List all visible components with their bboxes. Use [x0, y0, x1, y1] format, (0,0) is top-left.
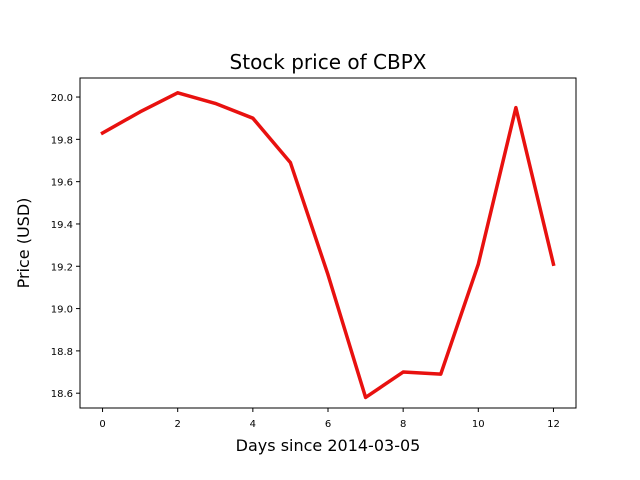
x-tick-label: 6	[325, 419, 331, 430]
data-point	[401, 370, 405, 374]
y-tick-label: 19.4	[51, 220, 73, 231]
data-point	[213, 101, 217, 105]
y-tick-label: 19.2	[51, 262, 73, 273]
data-point	[251, 116, 255, 120]
x-tick-label: 8	[400, 419, 406, 430]
y-tick-label: 20.0	[51, 93, 73, 104]
y-axis: 18.6 18.8 19.0 19.2 19.4 19.6 19.8 20.0	[51, 93, 80, 400]
y-tick-label: 19.8	[51, 135, 73, 146]
data-point	[439, 372, 443, 376]
data-point	[176, 91, 180, 95]
y-tick-label: 19.0	[51, 305, 73, 316]
chart-title: Stock price of CBPX	[230, 50, 427, 74]
series-line-0	[100, 91, 556, 400]
x-axis: 0 2 4 6 8 10 12	[99, 408, 560, 430]
data-point	[364, 395, 368, 399]
data-point	[551, 262, 555, 266]
x-axis-label: Days since 2014-03-05	[236, 436, 421, 455]
x-tick-label: 0	[99, 419, 105, 430]
x-tick-label: 10	[472, 419, 485, 430]
x-tick-label: 12	[547, 419, 560, 430]
y-tick-label: 19.6	[51, 178, 73, 189]
y-tick-label: 18.8	[51, 347, 73, 358]
data-point	[326, 273, 330, 277]
plot-frame	[79, 77, 577, 409]
x-tick-label: 4	[250, 419, 256, 430]
x-tick-label: 2	[175, 419, 181, 430]
y-axis-label: Price (USD)	[14, 198, 33, 289]
data-point	[101, 131, 105, 135]
plot-area	[100, 91, 556, 400]
data-point	[138, 110, 142, 114]
data-point	[514, 106, 518, 110]
data-point	[288, 161, 292, 165]
data-point	[476, 262, 480, 266]
y-tick-label: 18.6	[51, 389, 73, 400]
